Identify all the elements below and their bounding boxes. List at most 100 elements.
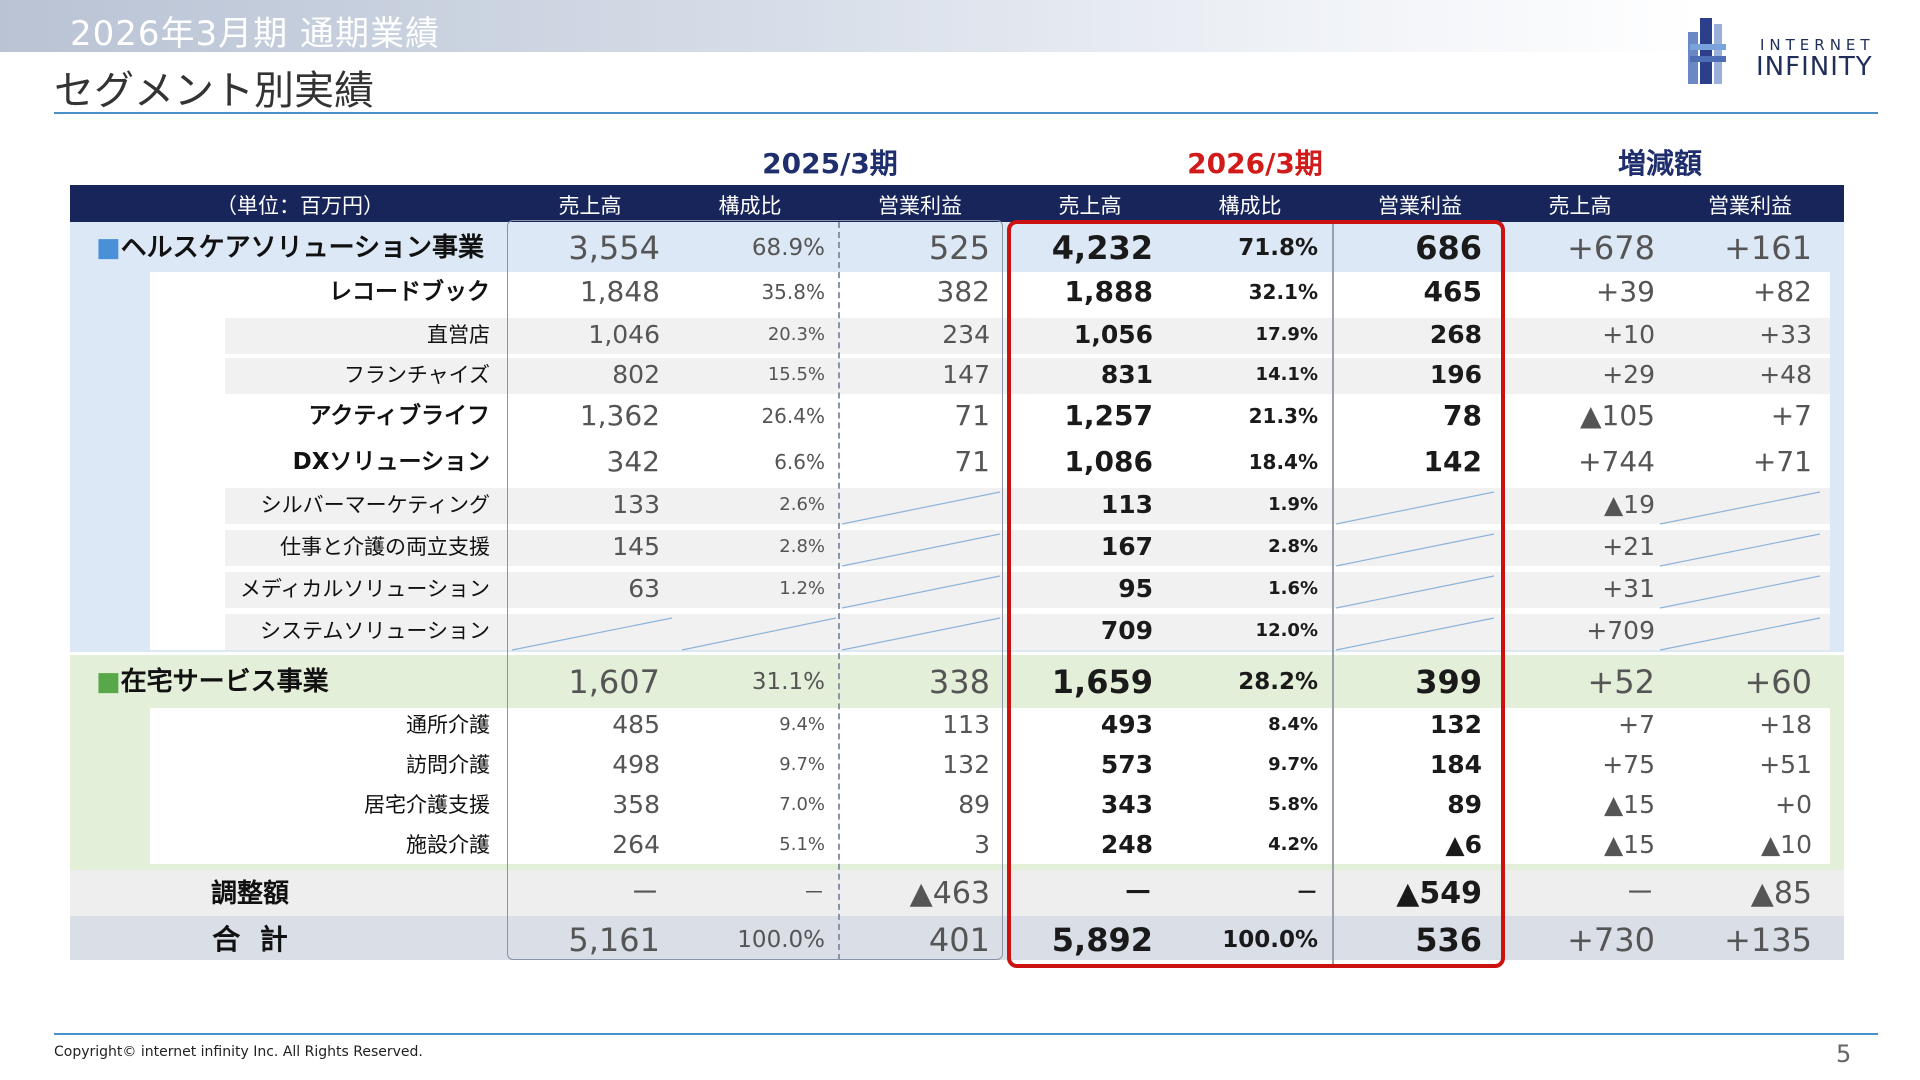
table-row: 仕事と介護の両立支援 145 2.8% 167 2.8% +21 [0, 530, 1920, 564]
cell-p-s: 145 [612, 532, 660, 561]
cell-p-r: 7.0% [779, 794, 825, 815]
table-row: 直営店 1,046 20.3% 234 1,056 17.9% 268 +10 +33 [0, 318, 1920, 352]
cell-d-s: +21 [1602, 532, 1655, 561]
cell-d-s: － [1625, 876, 1655, 911]
cell-c-o: 89 [1447, 790, 1482, 819]
col-prev-ratio: 構成比 [718, 194, 782, 218]
cell-d-s: ▲19 [1603, 490, 1655, 519]
cell-p-r: 100.0% [737, 927, 825, 953]
cell-p-o: 338 [928, 663, 990, 701]
cell-d-s: +10 [1602, 320, 1655, 349]
group-header-2026: 2026/3期 [1187, 147, 1323, 180]
cell-p-r: 9.4% [779, 714, 825, 735]
cell-d-s: ▲105 [1580, 399, 1655, 432]
cell-d-s: +75 [1602, 750, 1655, 779]
cell-d-o: +161 [1724, 229, 1812, 267]
period-title: 2026年3月期 通期業績 [70, 14, 440, 54]
cell-p-s: 358 [612, 790, 660, 819]
cell-c-s: 1,257 [1064, 399, 1153, 432]
cell-c-r: 9.7% [1268, 754, 1318, 775]
column-divider [838, 222, 840, 960]
row-label: 通所介護 [406, 713, 490, 737]
row-label: 合 計 [212, 923, 288, 956]
cell-c-r: 5.8% [1268, 794, 1318, 815]
cell-d-o: +0 [1775, 790, 1812, 819]
cell-d-s: +730 [1567, 921, 1655, 959]
table-row: 調整額 － － ▲463 － － ▲549 － ▲85 [0, 874, 1920, 914]
cell-p-s: － [630, 876, 660, 911]
cell-c-o: 78 [1443, 399, 1482, 432]
cell-d-o: +18 [1759, 710, 1812, 739]
table-row: 通所介護 485 9.4% 113 493 8.4% 132 +7 +18 [0, 708, 1920, 742]
cell-c-s: 1,086 [1064, 445, 1153, 478]
cell-c-r: 4.2% [1268, 834, 1318, 855]
cell-d-s: +39 [1595, 275, 1655, 308]
cell-d-o: +48 [1759, 360, 1812, 389]
logo-text-internet: INTERNET [1760, 36, 1875, 54]
cell-c-o: 465 [1423, 275, 1482, 308]
cell-c-r: 1.9% [1268, 494, 1318, 515]
total-band [70, 916, 1844, 960]
cell-d-s: +744 [1578, 445, 1655, 478]
cell-p-s: 498 [612, 750, 660, 779]
table-row: 施設介護 264 5.1% 3 248 4.2% ▲6 ▲15 ▲10 [0, 828, 1920, 862]
cell-p-o: 234 [942, 320, 990, 349]
table-row: システムソリューション 709 12.0% +709 [0, 614, 1920, 648]
cell-p-o: ▲463 [909, 876, 990, 911]
cell-p-s: 3,554 [568, 229, 660, 267]
cell-c-r: 28.2% [1238, 669, 1318, 695]
title-bar [0, 0, 1700, 52]
row-label: メディカルソリューション [239, 577, 490, 601]
footer-divider [54, 1033, 1878, 1035]
row-label: 調整額 [210, 879, 289, 909]
cell-c-s: 5,892 [1051, 921, 1153, 959]
current-period-highlight [1007, 220, 1505, 968]
row-label: 直営店 [427, 323, 490, 347]
cell-p-o: 382 [936, 275, 990, 308]
cell-p-o: 3 [974, 830, 990, 859]
stripe [225, 614, 1830, 650]
cell-c-r: 18.4% [1248, 450, 1318, 474]
cell-c-o: 686 [1415, 229, 1482, 267]
cell-p-o: 89 [958, 790, 990, 819]
cell-c-r: 21.3% [1248, 404, 1318, 428]
cell-c-s: 709 [1100, 616, 1153, 645]
cell-d-o: +71 [1752, 445, 1812, 478]
cell-d-o: +51 [1759, 750, 1812, 779]
cell-p-o: 71 [954, 399, 990, 432]
cell-p-s: 485 [612, 710, 660, 739]
row-label: 施設介護 [406, 833, 490, 857]
cell-p-r: 6.6% [774, 450, 825, 474]
internet-infinity-logo-icon [1688, 18, 1726, 84]
col-prev-sales: 売上高 [558, 194, 622, 218]
stripe [225, 318, 1830, 354]
cell-c-s: 1,659 [1051, 663, 1153, 701]
copyright-text: Copyright© internet infinity Inc. All Ri… [54, 1044, 423, 1060]
col-diff-op: 営業利益 [1708, 194, 1792, 218]
cell-p-o: 132 [942, 750, 990, 779]
row-label: 仕事と介護の両立支援 [280, 535, 490, 559]
cell-c-s: 4,232 [1051, 229, 1153, 267]
cell-c-s: 95 [1118, 574, 1153, 603]
cell-p-o: 147 [942, 360, 990, 389]
table-row: レコードブック 1,848 35.8% 382 1,888 32.1% 465 +39 +82 [0, 274, 1920, 310]
cell-p-s: 802 [612, 360, 660, 389]
prev-period-frame [507, 220, 1003, 960]
cell-c-o: 196 [1429, 360, 1482, 389]
cell-c-s: 167 [1100, 532, 1153, 561]
col-curr-sales: 売上高 [1058, 194, 1122, 218]
cell-c-r: 17.9% [1255, 324, 1318, 345]
cell-p-o: 113 [942, 710, 990, 739]
cell-c-r: 100.0% [1222, 927, 1318, 953]
cell-p-r: 5.1% [779, 834, 825, 855]
cell-c-s: 113 [1100, 490, 1153, 519]
cell-c-o: 268 [1429, 320, 1482, 349]
cell-c-s: 831 [1100, 360, 1153, 389]
table-row: ■在宅サービス事業 1,607 31.1% 338 1,659 28.2% 399 +52 +6… [0, 662, 1920, 702]
cell-p-r: 9.7% [779, 754, 825, 775]
cell-p-s: 1,046 [588, 320, 660, 349]
cell-c-r: 2.8% [1268, 536, 1318, 557]
cell-c-r: 14.1% [1255, 364, 1318, 385]
table-row: メディカルソリューション 63 1.2% 95 1.6% +31 [0, 572, 1920, 606]
